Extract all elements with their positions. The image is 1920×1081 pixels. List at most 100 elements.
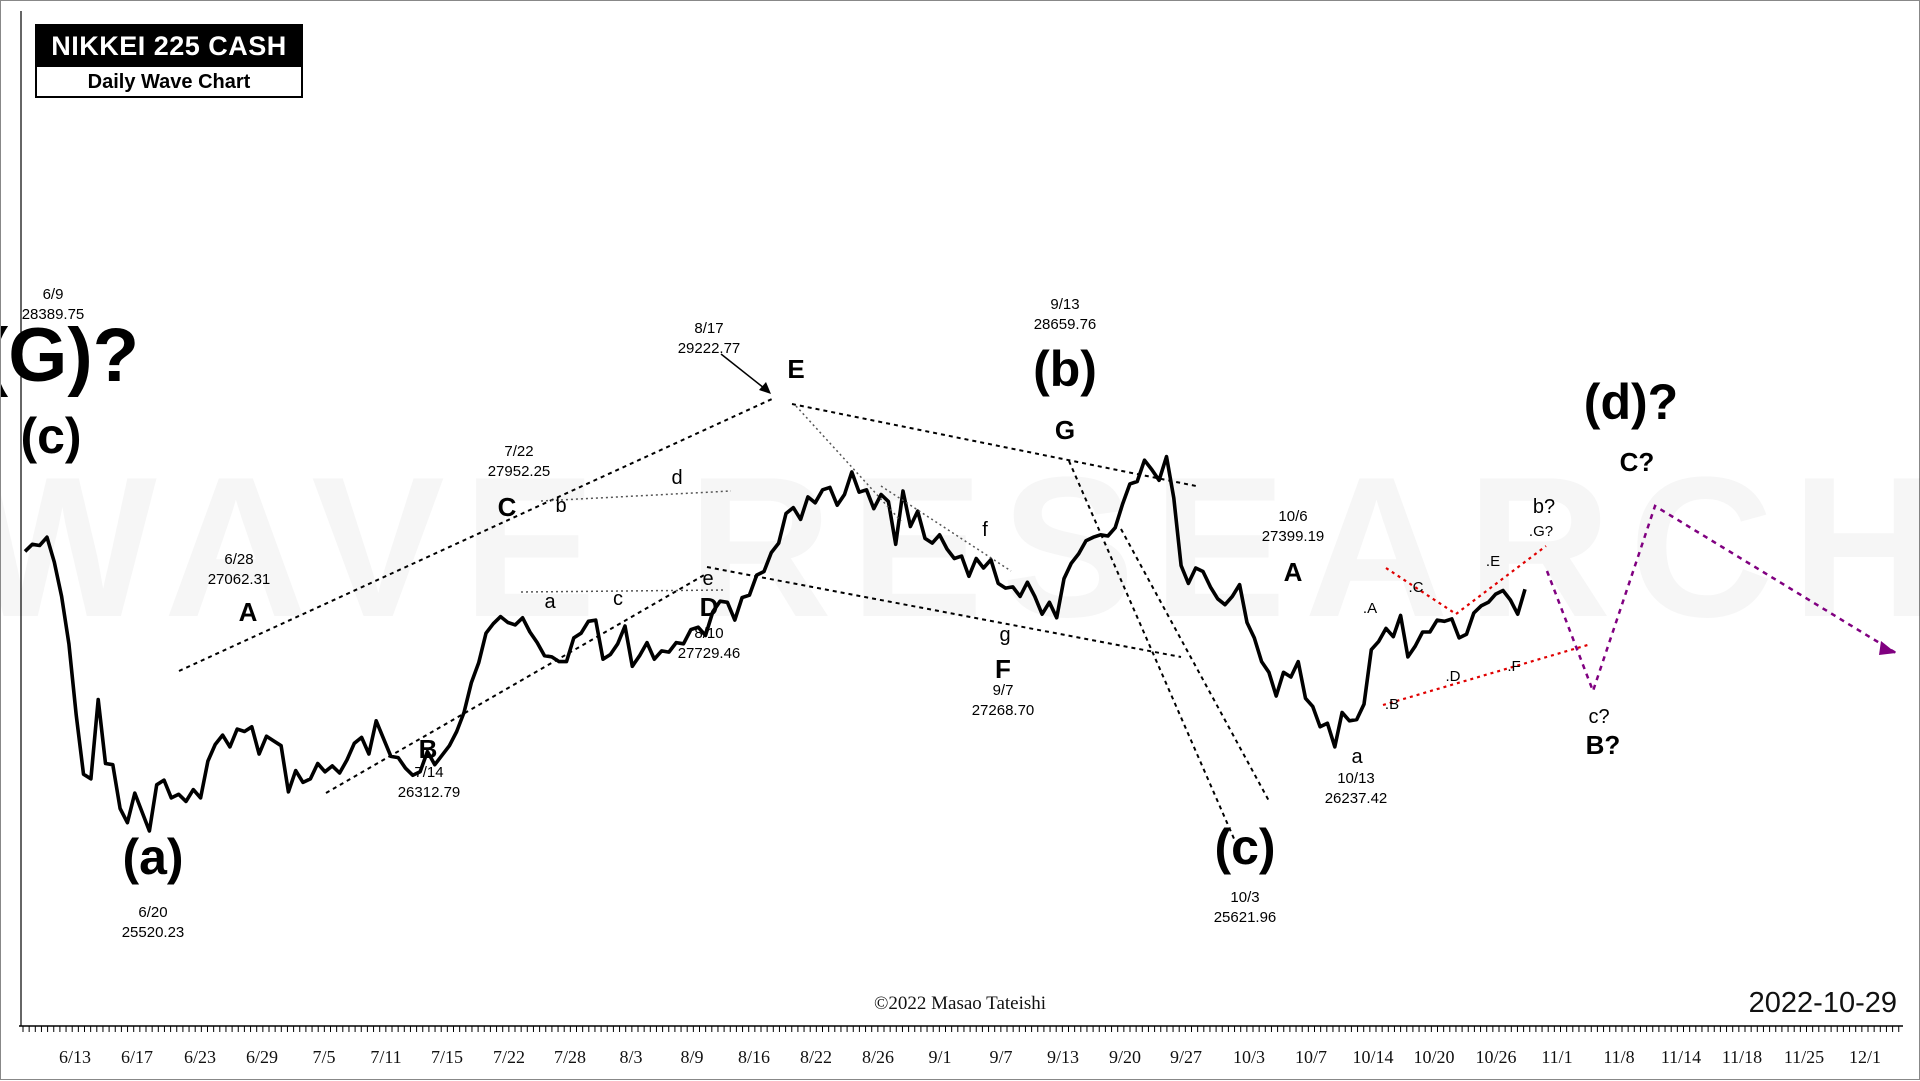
annotation-value: 27952.25: [488, 463, 551, 480]
trend-line: [540, 490, 732, 502]
annotation-date: 7/14: [414, 764, 443, 781]
trend-line: [1068, 460, 1236, 842]
x-tick-label: 11/18: [1722, 1047, 1762, 1067]
arrow-head-icon: [759, 382, 771, 394]
annotation-value: 27399.19: [1262, 528, 1325, 545]
annotation-value: 27729.46: [678, 645, 741, 662]
wave-label: a: [544, 591, 556, 613]
annotation-value: 29222.77: [678, 340, 741, 357]
wave-annotation: 10/13 26237.42: [1325, 770, 1388, 807]
wave-annotation: C: [498, 492, 517, 522]
wave-annotation: 6/28 27062.31: [208, 551, 271, 588]
trend-line: [1120, 528, 1270, 802]
x-tick-label: 11/8: [1603, 1047, 1634, 1067]
wave-label: a: [1351, 746, 1363, 768]
wave-annotation: .D: [1446, 668, 1461, 685]
wave-annotation: e: [702, 568, 713, 590]
wave-label: (d)?: [1584, 374, 1678, 430]
x-tick-label: 11/1: [1541, 1047, 1572, 1067]
wave-annotation: d: [671, 467, 682, 489]
x-tick-label: 9/20: [1109, 1047, 1141, 1067]
annotation-date: 9/13: [1050, 296, 1079, 313]
title-box: NIKKEI 225 CASH Daily Wave Chart: [35, 24, 303, 98]
wave-annotation: c: [613, 588, 623, 610]
x-tick-label: 8/9: [680, 1047, 703, 1067]
annotation-value: 25621.96: [1214, 909, 1277, 926]
annotation-value: 25520.23: [122, 924, 185, 941]
wave-annotation: (a): [122, 829, 183, 885]
wave-annotation: .A: [1363, 600, 1377, 617]
wave-annotation: C?: [1620, 447, 1655, 477]
trend-line: [325, 573, 707, 794]
wave-label: .E: [1486, 553, 1500, 570]
annotation-value: 28659.76: [1034, 316, 1097, 333]
chart-title: NIKKEI 225 CASH: [37, 26, 301, 67]
trend-line: [1455, 545, 1547, 615]
wave-annotation: f: [982, 519, 988, 541]
x-tick-label: 8/16: [738, 1047, 770, 1067]
trend-line: [1382, 642, 1592, 707]
x-tick-label: 9/27: [1170, 1047, 1202, 1067]
wave-label: .A: [1363, 600, 1377, 617]
x-tick-label: 10/14: [1352, 1047, 1393, 1067]
annotation-date: 6/28: [224, 551, 253, 568]
annotation-value: 27062.31: [208, 571, 271, 588]
wave-label: c: [613, 588, 623, 610]
wave-annotation: (b): [1033, 341, 1097, 397]
wave-label: C: [498, 492, 517, 522]
wave-annotation: 7/14 26312.79: [398, 764, 461, 801]
x-tick-label: 9/13: [1047, 1047, 1079, 1067]
wave-annotation: G: [1055, 415, 1075, 445]
wave-label: f: [982, 519, 988, 541]
wave-annotation: .E: [1486, 553, 1500, 570]
x-tick-label: 7/22: [493, 1047, 525, 1067]
trend-line: [880, 485, 1012, 572]
wave-annotation: (G)?: [1, 313, 139, 398]
trend-line: [520, 589, 727, 593]
wave-annotation: b?: [1533, 496, 1555, 518]
x-tick-label: 8/22: [800, 1047, 832, 1067]
wave-annotation: (c): [20, 408, 81, 464]
wave-label: .B: [1385, 696, 1399, 713]
annotation-value: 27268.70: [972, 702, 1035, 719]
wave-annotation: .B: [1385, 696, 1399, 713]
wave-annotation: b: [555, 495, 566, 517]
wave-annotation: A: [239, 597, 258, 627]
wave-label: b: [555, 495, 566, 517]
price-line: [23, 454, 1527, 833]
copyright-text: ©2022 Masao Tateishi: [873, 993, 1047, 1014]
annotation-date: 6/9: [43, 286, 64, 303]
wave-label: .G?: [1529, 523, 1553, 540]
x-tick-label: 11/14: [1661, 1047, 1701, 1067]
x-tick-label: 7/11: [370, 1047, 401, 1067]
wave-annotation: g: [999, 624, 1010, 646]
wave-label: E: [787, 354, 804, 384]
x-tick-label: 6/13: [59, 1047, 91, 1067]
x-tick-label: 7/5: [312, 1047, 335, 1067]
wave-label: A: [239, 597, 258, 627]
wave-annotation: F: [995, 654, 1011, 684]
wave-annotation: 8/17 29222.77: [678, 320, 741, 357]
wave-annotation: a: [544, 591, 556, 613]
wave-label: G: [1055, 415, 1075, 445]
x-tick-label: 9/7: [989, 1047, 1012, 1067]
wave-annotation: a: [1351, 746, 1363, 768]
wave-label: e: [702, 568, 713, 590]
wave-annotation: A: [1284, 557, 1303, 587]
wave-annotation: 9/7 27268.70: [972, 682, 1035, 719]
pointer-line: [720, 353, 770, 393]
x-tick-label: 8/26: [862, 1047, 894, 1067]
wave-label: C?: [1620, 447, 1655, 477]
annotation-date: 8/10: [694, 625, 723, 642]
wave-annotation: 6/20 25520.23: [122, 904, 185, 941]
chart-date: 2022-10-29: [1748, 987, 1897, 1019]
wave-annotation: E: [787, 354, 804, 384]
wave-annotation: B?: [1586, 730, 1621, 760]
x-tick-label: 11/25: [1784, 1047, 1824, 1067]
x-tick-label: 6/17: [121, 1047, 153, 1067]
wave-annotation: 10/3 25621.96: [1214, 889, 1277, 926]
x-tick-label: 10/26: [1475, 1047, 1516, 1067]
chart-subtitle: Daily Wave Chart: [87, 71, 251, 93]
x-tick-label: 6/23: [184, 1047, 216, 1067]
